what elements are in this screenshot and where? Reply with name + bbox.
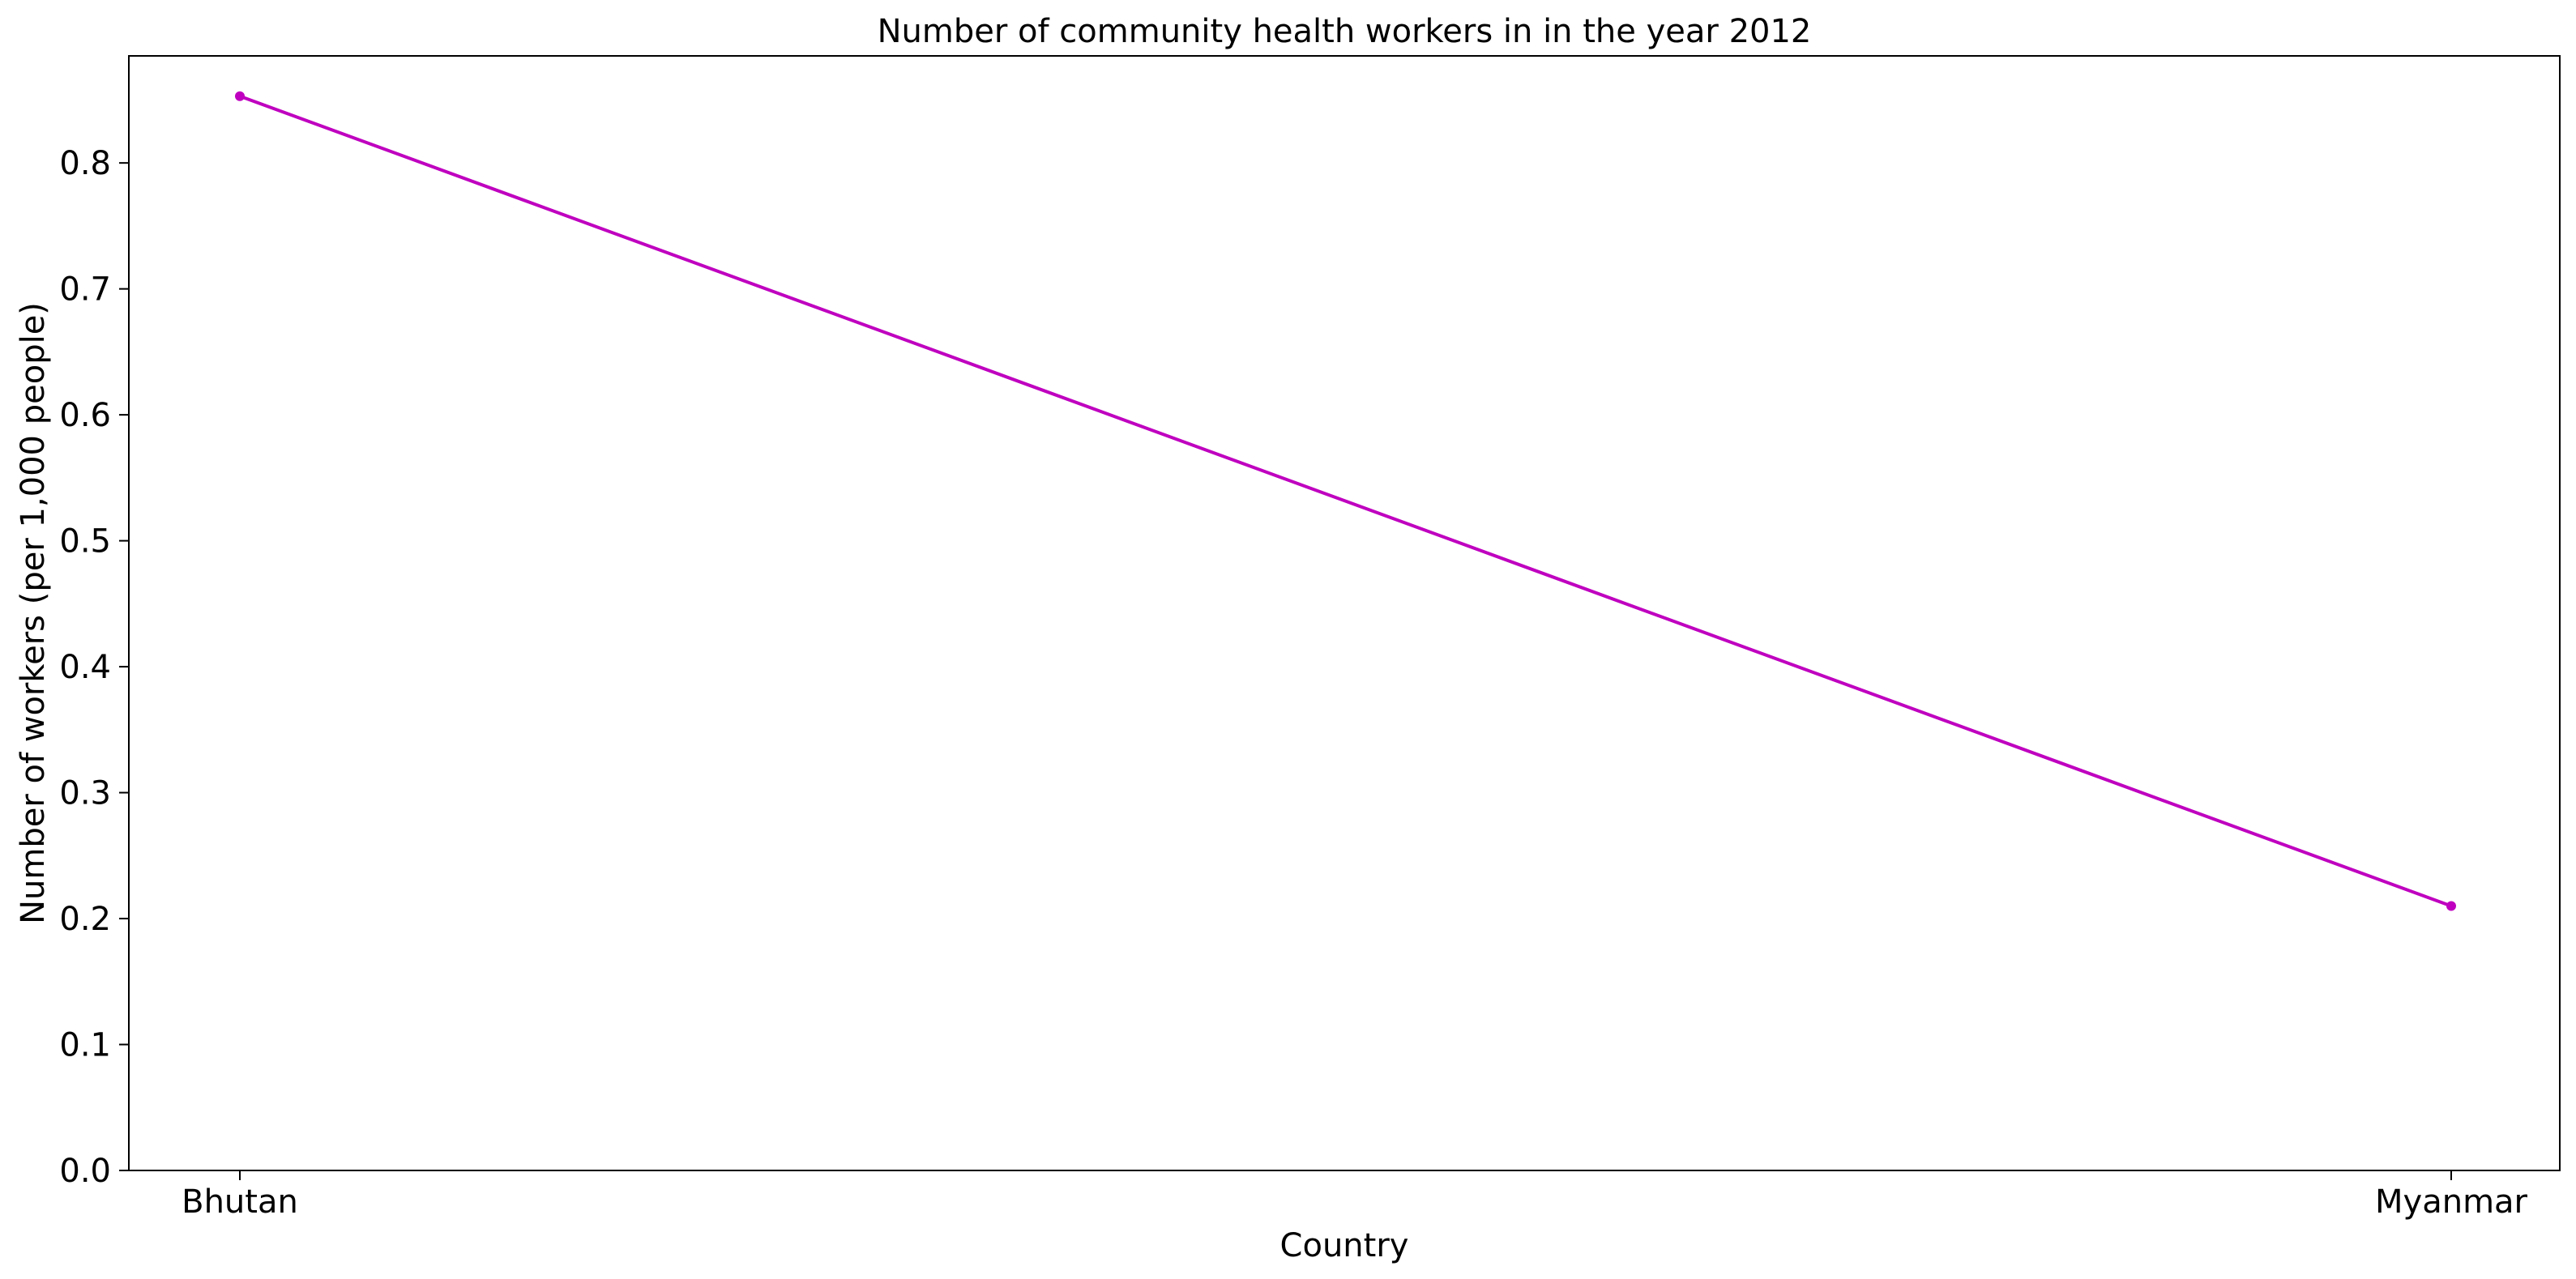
x-axis-ticks: Bhutan Myanmar: [182, 1170, 2528, 1221]
plot-frame: [128, 55, 2561, 1171]
y-axis-label: Number of workers (per 1,000 people): [15, 302, 52, 924]
y-tick-label: 0.6: [59, 397, 111, 434]
y-tick-label: 0.5: [59, 523, 111, 561]
y-tick-label: 0.3: [59, 775, 111, 812]
y-tick-label: 0.2: [59, 901, 111, 938]
y-tick-label: 0.8: [59, 145, 111, 182]
series-line: [239, 94, 2452, 908]
y-tick-label: 0.4: [59, 649, 111, 686]
x-tick-label: Bhutan: [182, 1183, 298, 1221]
x-axis-label: Country: [1280, 1227, 1409, 1264]
y-tick-label: 0.0: [59, 1153, 111, 1190]
x-tick-label: Myanmar: [2375, 1183, 2528, 1221]
series-layer: [235, 91, 2456, 911]
y-axis-ticks: 0.0 0.1 0.2 0.3 0.4 0.5 0.6 0.7 0.8: [59, 145, 129, 1190]
y-tick-label: 0.1: [59, 1027, 111, 1064]
data-point: [235, 91, 245, 101]
y-tick-label: 0.7: [59, 271, 111, 309]
chart-title: Number of community health workers in in…: [878, 13, 1812, 50]
data-point: [2446, 901, 2456, 911]
